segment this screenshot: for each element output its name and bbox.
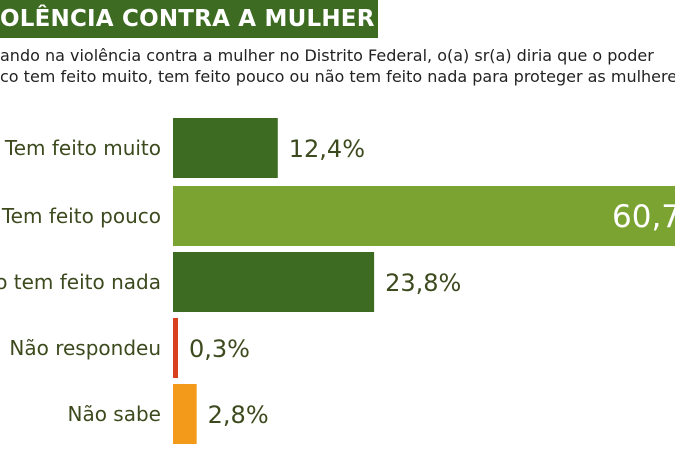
category-label-4: Não sabe [68, 402, 162, 426]
bar-0 [173, 118, 278, 178]
bar-4 [173, 384, 197, 444]
bar-1 [173, 186, 675, 246]
bar-3 [173, 318, 178, 378]
value-label-4: 2,8% [208, 401, 269, 429]
category-label-2: o tem feito nada [0, 270, 161, 294]
question-line-1: ando na violência contra a mulher no Dis… [0, 46, 654, 65]
survey-question: ando na violência contra a mulher no Dis… [0, 45, 675, 87]
question-line-2: co tem feito muito, tem feito pouco ou n… [0, 67, 675, 86]
bar-2 [173, 252, 375, 312]
value-label-3: 0,3% [189, 335, 250, 363]
title-banner [0, 0, 378, 38]
value-label-2: 23,8% [385, 269, 461, 297]
category-label-3: Não respondeu [9, 336, 161, 360]
chart-title: OLÊNCIA CONTRA A MULHER [0, 6, 375, 32]
value-label-1: 60,7 [612, 199, 675, 235]
value-label-0: 12,4% [289, 135, 365, 163]
category-label-0: Tem feito muito [4, 136, 161, 160]
category-label-1: Tem feito pouco [1, 204, 161, 228]
